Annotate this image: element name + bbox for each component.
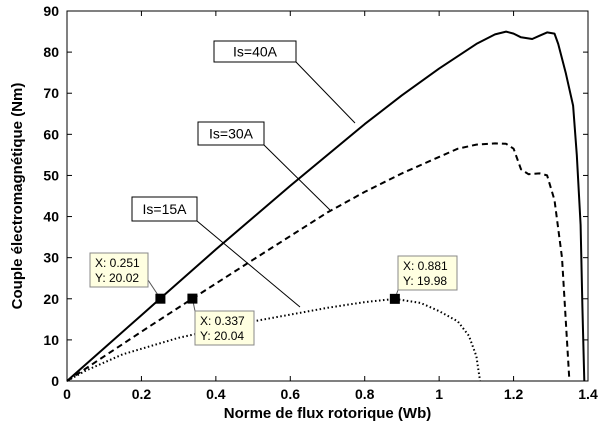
y-tick-label: 50: [43, 167, 59, 183]
datatip-y-text: Y: 20.04: [200, 329, 244, 343]
y-tick-label: 60: [43, 126, 59, 142]
y-tick-label: 0: [51, 373, 59, 389]
datatip-y-text: Y: 20.02: [95, 271, 139, 285]
tick-layer: 0 0.2 0.4 0.6 0.8 1 1.2 1.4 0 10 20 30 40 50 60 70 80 90: [43, 3, 598, 402]
datatip-box: [89, 252, 149, 288]
y-tick-label: 40: [43, 209, 59, 225]
datatip-marker: [389, 293, 400, 304]
series-leader-line: [263, 144, 331, 211]
x-tick-label: 1.2: [504, 386, 524, 402]
datatip-marker: [155, 293, 166, 304]
x-tick-label: 1: [435, 386, 443, 402]
x-tick-label: 1.4: [578, 386, 598, 402]
series-line-2: [66, 142, 571, 382]
y-tick-label: 20: [43, 291, 59, 307]
y-axis-label: Couple électromagnétique (Nm): [9, 83, 26, 310]
series-label: Is=15A: [143, 201, 188, 217]
datatip-box: [194, 310, 255, 346]
x-tick-label: 0.2: [132, 386, 152, 402]
x-tick-label: 0.4: [206, 386, 226, 402]
series-label-layer: Is=40A Is=30A Is=15A: [131, 40, 356, 308]
datatip-x-text: X: 0.251: [95, 256, 140, 270]
series-line-1: [66, 30, 586, 382]
datatip-box: [397, 255, 458, 291]
datatip-y-text: Y: 19.98: [403, 274, 447, 288]
x-tick-label: 0: [63, 386, 71, 402]
series-leader-line: [196, 220, 301, 308]
y-tick-label: 30: [43, 250, 59, 266]
series-label-box: [197, 121, 265, 146]
y-tick-label: 80: [43, 44, 59, 60]
series-label: Is=40A: [233, 44, 278, 60]
series-label-box: [131, 196, 198, 222]
series-leader-line: [295, 61, 356, 124]
x-tick-label: 0.8: [355, 386, 375, 402]
y-tick-label: 70: [43, 85, 59, 101]
x-tick-label: 0.6: [281, 386, 301, 402]
series-label: Is=30A: [209, 126, 254, 142]
plot-frame: [66, 10, 589, 382]
y-tick-label: 90: [43, 3, 59, 19]
datatip-marker: [187, 293, 198, 304]
x-axis-label: Norme de flux rotorique (Wb): [224, 405, 432, 422]
series-label-box: [213, 40, 297, 63]
datatip-x-text: X: 0.881: [403, 259, 448, 273]
y-tick-label: 10: [43, 332, 59, 348]
datatip-x-text: X: 0.337: [200, 314, 245, 328]
